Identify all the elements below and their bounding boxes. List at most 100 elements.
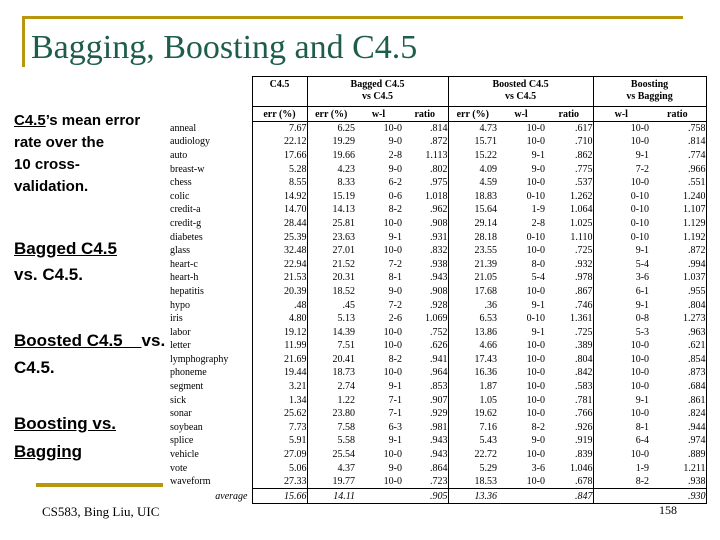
boosted-wl-cell: 9-1: [531, 299, 546, 311]
c45-err-cell: .48: [251, 298, 307, 312]
bagged-wl-cell: 10-0: [383, 217, 402, 229]
table-body: anneal 7.67 6.25 10-0 .814 4.73 10-0 .61…: [170, 121, 707, 489]
boosted-ratio-cell: 1.110: [570, 231, 593, 243]
table-row: heart-h 21.53 20.31 8-1 .943 21.05 5-4 .…: [170, 271, 707, 285]
bagged-err-cell: 1.22: [306, 393, 355, 407]
bagged-wl-cell: 10-0: [383, 326, 402, 338]
table-row: lymphography 21.69 20.41 8-2 .941 17.43 …: [170, 352, 707, 367]
c45-err-cell: 5.28: [251, 162, 307, 176]
bagged-wl-cell: 10-0: [383, 475, 402, 487]
average-row: average 15.66 14.11 .905 13.36 .847 .930: [170, 488, 707, 505]
bagged-err-cell: 2.74: [306, 379, 355, 394]
group-header-line: vs Bagging: [626, 91, 673, 102]
bagged-wl-cell: 7-2: [388, 258, 402, 270]
bb-wl-cell: [592, 488, 650, 505]
note-underlined-text: Boosting vs.: [14, 414, 117, 433]
bagged-ratio-cell: .864: [430, 462, 448, 474]
boosted-err-cell: 15.22: [447, 148, 498, 163]
col-header-ratio: ratio: [402, 106, 449, 122]
boosted-ratio-cell: .583: [575, 381, 593, 393]
table-row: soybean 7.73 7.58 6-3 .981 7.16 8-2 .926…: [170, 420, 707, 435]
boosted-ratio-cell: 1.025: [570, 217, 593, 229]
note-text: vs.: [141, 331, 166, 350]
table-row: hepatitis 20.39 18.52 9-0 .908 17.68 10-…: [170, 284, 707, 299]
c45-err-cell: 14.92: [251, 189, 307, 204]
bb-wl-cell: 6-4: [592, 434, 650, 448]
boosted-wl-cell: 10-0: [526, 353, 546, 365]
c45-err-cell: 22.12: [251, 135, 307, 149]
boosted-ratio-cell: .537: [575, 177, 593, 189]
bb-ratio-cell: .889: [649, 447, 707, 462]
boosted-wl-cell: 2-8: [531, 217, 546, 229]
bb-wl-cell: 0-10: [592, 203, 650, 217]
boosted-ratio-cell: .842: [575, 367, 593, 379]
table-row: sick 1.34 1.22 7-1 .907 1.05 10-0 .781 9…: [170, 393, 707, 407]
boosted-wl-cell: 10-0: [526, 340, 546, 352]
boosted-ratio-cell: .804: [575, 353, 593, 365]
bagged-err-cell: 14.11: [306, 488, 355, 505]
table-row: phoneme 19.44 18.73 10-0 .964 16.36 10-0…: [170, 366, 707, 380]
boosted-wl-cell: 8-2: [531, 421, 546, 433]
note-boosted-vs-c45: Boosted C4.5 vs. C4.5.: [14, 327, 165, 381]
bagged-ratio-cell: .929: [430, 408, 448, 420]
boosted-wl-cell: 10-0: [526, 408, 546, 420]
boosted-ratio-cell: .862: [575, 149, 593, 161]
bb-wl-cell: 0-8: [592, 311, 650, 326]
col-header-ratio: ratio: [649, 106, 707, 122]
dataset-name-cell: credit-a: [170, 204, 201, 216]
table-row: sonar 25.62 23.80 7-1 .929 19.62 10-0 .7…: [170, 406, 707, 421]
group-header-line: Bagged C4.5: [350, 79, 405, 90]
bagged-ratio-cell: .928: [430, 299, 448, 311]
bagged-ratio-cell: .908: [430, 217, 448, 229]
boosted-err-cell: 13.36: [447, 488, 498, 505]
bb-ratio-cell: .861: [649, 393, 707, 407]
boosted-ratio-cell: .926: [575, 421, 593, 433]
bb-wl-cell: 3-6: [592, 271, 650, 285]
dataset-name-cell: diabetes: [170, 231, 203, 243]
table-row: glass 32.48 27.01 10-0 .832 23.55 10-0 .…: [170, 243, 707, 258]
boosted-wl-cell: 10-0: [526, 136, 546, 148]
bagged-ratio-cell: .872: [430, 136, 448, 148]
bagged-wl-cell: 7-1: [388, 394, 402, 406]
bb-wl-cell: 10-0: [592, 339, 650, 353]
bb-ratio-cell: 1.107: [649, 203, 707, 217]
bagged-err-cell: 25.81: [306, 216, 355, 231]
boosted-ratio-cell: .746: [575, 299, 593, 311]
c45-err-cell: 25.62: [251, 406, 307, 421]
note-line: Boosting vs.: [14, 410, 116, 438]
table-row: audiology 22.12 19.29 9-0 .872 15.71 10-…: [170, 135, 707, 149]
c45-err-cell: 7.73: [251, 420, 307, 435]
boosted-wl-cell: 10-0: [526, 449, 546, 461]
page-title: Bagging, Boosting and C4.5: [31, 29, 418, 66]
boosted-err-cell: 18.83: [447, 189, 498, 204]
boosted-wl-cell: 10-0: [526, 475, 546, 487]
bagged-err-cell: 23.63: [306, 230, 355, 244]
bagged-wl-cell: [355, 488, 402, 505]
boosted-wl-cell: 0-10: [526, 313, 546, 325]
bb-ratio-cell: .938: [649, 474, 707, 489]
note-underlined-text: C4.5: [14, 112, 46, 129]
sub-header-row: err (%) err (%) w-l ratio err (%) w-l ra…: [170, 106, 707, 122]
c45-err-cell: 4.80: [251, 311, 307, 326]
bb-ratio-cell: 1.273: [649, 311, 707, 326]
group-header-bagged: Bagged C4.5 vs C4.5: [306, 76, 449, 107]
bb-ratio-cell: .824: [649, 406, 707, 421]
bagged-ratio-cell: 1.069: [425, 313, 448, 325]
boosted-wl-cell: 10-0: [526, 367, 546, 379]
bb-ratio-cell: 1.192: [649, 230, 707, 244]
bb-wl-cell: 1-9: [592, 461, 650, 475]
dataset-name-cell: colic: [170, 190, 190, 202]
bb-wl-cell: 9-1: [592, 243, 650, 258]
bagged-ratio-cell: .907: [430, 394, 448, 406]
boosted-err-cell: 19.62: [447, 406, 498, 421]
group-header-line: Boosting: [630, 79, 669, 90]
bagged-err-cell: 5.13: [306, 311, 355, 326]
bb-wl-cell: 5-3: [592, 325, 650, 339]
boosted-err-cell: 21.05: [447, 271, 498, 285]
c45-err-cell: 19.12: [251, 325, 307, 339]
page-number: 158: [659, 503, 677, 517]
results-table-container: C4.5 Bagged C4.5 vs C4.5 Boosted C4.5 vs…: [170, 76, 707, 505]
table-row: breast-w 5.28 4.23 9-0 .802 4.09 9-0 .77…: [170, 162, 707, 176]
boosted-ratio-cell: .781: [575, 394, 593, 406]
footer-text: CS583, Bing Liu, UIC: [42, 504, 160, 519]
